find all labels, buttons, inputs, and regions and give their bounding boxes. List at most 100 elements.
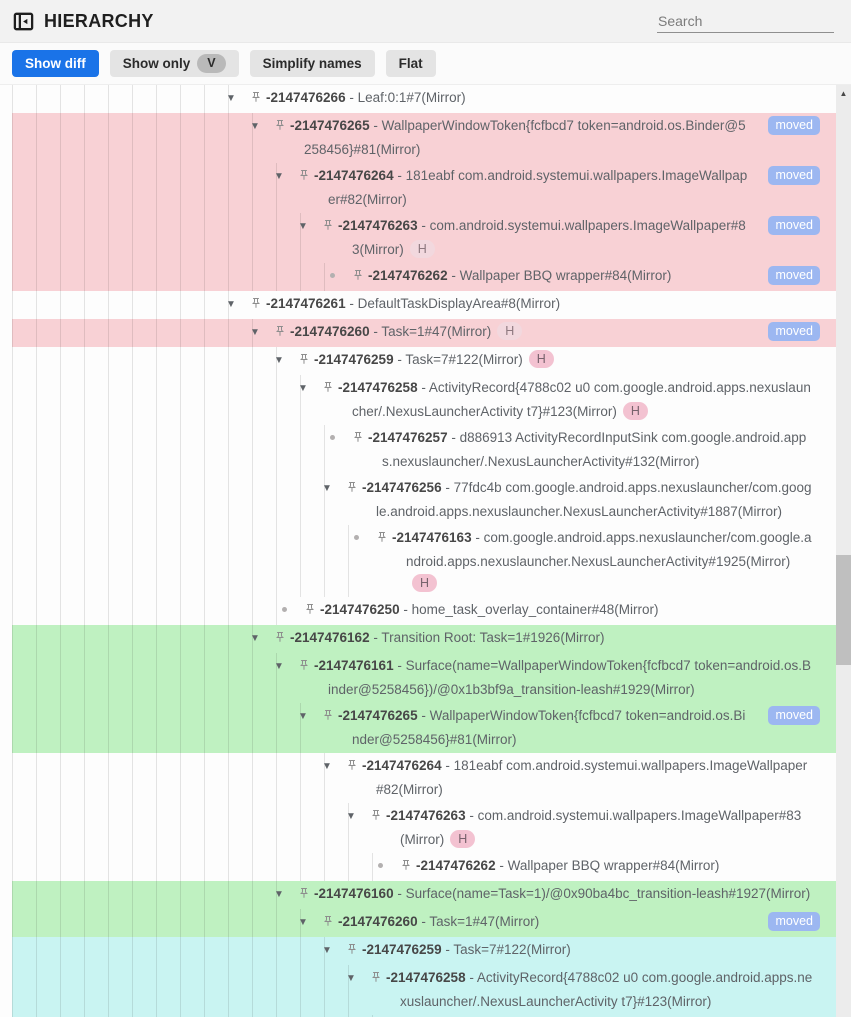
tree-node[interactable]: ▼ -2147476264 - 181eabf com.android.syste… bbox=[12, 753, 836, 803]
tree-node[interactable]: -2147476262 - Wallpaper BBQ wrapper#84(M… bbox=[12, 263, 836, 291]
pin-icon[interactable] bbox=[298, 657, 314, 679]
node-id: -2147476263 bbox=[338, 218, 418, 233]
search-input[interactable] bbox=[657, 9, 834, 33]
moved-badge: moved bbox=[768, 266, 820, 285]
pin-icon[interactable] bbox=[298, 351, 314, 373]
pin-icon[interactable] bbox=[376, 529, 392, 551]
tree-node[interactable]: ▼ -2147476263 - com.android.systemui.wall… bbox=[12, 803, 836, 853]
expand-arrow-icon[interactable]: ▼ bbox=[322, 483, 332, 494]
expand-arrow-icon[interactable]: ▼ bbox=[226, 93, 236, 104]
node-description: - Leaf:0:1#7(Mirror) bbox=[345, 90, 466, 105]
pin-icon[interactable] bbox=[346, 941, 362, 963]
node-content: -2147476262 - Wallpaper BBQ wrapper#84(M… bbox=[12, 265, 836, 289]
expand-arrow-icon[interactable]: ▼ bbox=[274, 661, 284, 672]
node-description: - Task=7#122(Mirror) bbox=[441, 942, 571, 957]
node-id: -2147476250 bbox=[320, 602, 400, 617]
tree-node[interactable]: ▼ -2147476161 - Surface(name=WallpaperWin… bbox=[12, 653, 836, 703]
pin-icon[interactable] bbox=[274, 629, 290, 651]
hierarchy-tree-area: ▼ -2147476266 - Leaf:0:1#7(Mirror) ▼ -21474… bbox=[0, 85, 851, 1017]
pin-icon[interactable] bbox=[322, 707, 338, 729]
tree-node[interactable]: ▼ -2147476259 - Task=7#122(Mirror) H bbox=[12, 347, 836, 375]
expand-arrow-icon[interactable]: ▼ bbox=[274, 889, 284, 900]
expand-arrow-icon[interactable]: ▼ bbox=[274, 355, 284, 366]
pin-icon[interactable] bbox=[250, 89, 266, 111]
expand-arrow-icon[interactable]: ▼ bbox=[298, 383, 308, 394]
scrollbar-thumb[interactable] bbox=[836, 555, 851, 665]
show-only-button[interactable]: Show only V bbox=[109, 50, 239, 77]
expand-arrow-icon[interactable]: ▼ bbox=[298, 221, 308, 232]
expand-arrow-icon[interactable]: ▼ bbox=[322, 945, 332, 956]
tree-node[interactable]: ▼ -2147476265 - WallpaperWindowToken{fcfb… bbox=[12, 703, 836, 753]
node-id: -2147476262 bbox=[416, 858, 496, 873]
tree-node[interactable]: -2147476250 - home_task_overlay_containe… bbox=[12, 597, 836, 625]
moved-badge: moved bbox=[768, 166, 820, 185]
tree-node[interactable]: ▼ -2147476263 - com.android.systemui.wall… bbox=[12, 213, 836, 263]
moved-badge: moved bbox=[768, 116, 820, 135]
vertical-scrollbar[interactable]: ▲ bbox=[836, 85, 851, 1017]
tree-node[interactable]: ▼ -2147476258 - ActivityRecord{4788c02 u0… bbox=[12, 965, 836, 1015]
scroll-up-button[interactable]: ▲ bbox=[839, 88, 848, 98]
tree-node[interactable]: ▼ -2147476256 - 77fdc4b com.google.androi… bbox=[12, 475, 836, 525]
node-id: -2147476162 bbox=[290, 630, 370, 645]
collapse-panel-icon[interactable] bbox=[12, 10, 35, 33]
expand-arrow-icon[interactable]: ▼ bbox=[250, 327, 260, 338]
tree-node[interactable]: ▼ -2147476258 - ActivityRecord{4788c02 u0… bbox=[12, 375, 836, 425]
expand-arrow-icon[interactable]: ▼ bbox=[298, 917, 308, 928]
pin-icon[interactable] bbox=[274, 117, 290, 139]
simplify-names-button[interactable]: Simplify names bbox=[249, 50, 375, 77]
tree-node[interactable]: ▼ -2147476266 - Leaf:0:1#7(Mirror) bbox=[12, 85, 836, 113]
expand-arrow-icon[interactable]: ▼ bbox=[346, 973, 356, 984]
pin-icon[interactable] bbox=[298, 167, 314, 189]
pin-icon[interactable] bbox=[250, 295, 266, 317]
tree-node[interactable]: ▼ -2147476259 - Task=7#122(Mirror) bbox=[12, 937, 836, 965]
expand-arrow-icon[interactable]: ▼ bbox=[226, 299, 236, 310]
pin-icon[interactable] bbox=[322, 913, 338, 935]
tree-node[interactable]: -2147476163 - com.google.android.apps.ne… bbox=[12, 525, 836, 597]
node-id: -2147476258 bbox=[338, 380, 418, 395]
node-description: - 181eabf com.android.systemui.wallpaper… bbox=[376, 758, 808, 797]
pin-icon[interactable] bbox=[370, 969, 386, 991]
node-content: -2147476260 - Task=1#47(Mirror) H bbox=[12, 321, 836, 345]
node-id: -2147476265 bbox=[290, 118, 370, 133]
flat-button[interactable]: Flat bbox=[385, 50, 436, 77]
pin-icon[interactable] bbox=[298, 885, 314, 907]
pin-icon[interactable] bbox=[346, 757, 362, 779]
pin-icon[interactable] bbox=[352, 429, 368, 451]
show-diff-button[interactable]: Show diff bbox=[12, 50, 99, 77]
pin-icon[interactable] bbox=[352, 267, 368, 289]
pin-icon[interactable] bbox=[322, 379, 338, 401]
tree-node[interactable]: ▼ -2147476160 - Surface(name=Task=1)/@0x9… bbox=[12, 881, 836, 909]
node-description: - WallpaperWindowToken{fcfbcd7 token=and… bbox=[304, 118, 746, 157]
tree-node[interactable]: ▼ -2147476261 - DefaultTaskDisplayArea#8(… bbox=[12, 291, 836, 319]
tree-node[interactable]: -2147476257 - d886913 ActivityRecordInpu… bbox=[12, 425, 836, 475]
expand-arrow-icon[interactable]: ▼ bbox=[250, 121, 260, 132]
tree: ▼ -2147476266 - Leaf:0:1#7(Mirror) ▼ -21474… bbox=[12, 85, 836, 1017]
expand-arrow-icon[interactable]: ▼ bbox=[274, 171, 284, 182]
tree-node[interactable]: ▼ -2147476264 - 181eabf com.android.syste… bbox=[12, 163, 836, 213]
show-diff-label: Show diff bbox=[25, 56, 86, 71]
node-description: - Surface(name=WallpaperWindowToken{fcfb… bbox=[328, 658, 812, 697]
tree-node[interactable]: ▼ -2147476260 - Task=1#47(Mirror) moved bbox=[12, 909, 836, 937]
tree-node[interactable]: ▼ -2147476265 - WallpaperWindowToken{fcfb… bbox=[12, 113, 836, 163]
pin-icon[interactable] bbox=[346, 479, 362, 501]
node-description: - com.android.systemui.wallpapers.ImageW… bbox=[352, 218, 746, 257]
expand-arrow-icon[interactable]: ▼ bbox=[298, 711, 308, 722]
pin-icon[interactable] bbox=[304, 601, 320, 623]
pin-icon[interactable] bbox=[370, 807, 386, 829]
tree-node[interactable]: -2147476257 - d886913 ActivityRecordInpu… bbox=[12, 1015, 836, 1017]
node-description: - d886913 ActivityRecordInputSink com.go… bbox=[382, 430, 807, 469]
expand-arrow-icon[interactable]: ▼ bbox=[346, 811, 356, 822]
expand-arrow-icon[interactable]: ▼ bbox=[250, 633, 260, 644]
pin-icon[interactable] bbox=[400, 857, 416, 879]
show-only-label: Show only bbox=[122, 56, 191, 71]
toolbar: Show diff Show only V Simplify names Fla… bbox=[0, 43, 851, 85]
pin-icon[interactable] bbox=[274, 323, 290, 345]
pin-icon[interactable] bbox=[322, 217, 338, 239]
node-content: -2147476162 - Transition Root: Task=1#19… bbox=[12, 627, 836, 651]
expand-arrow-icon[interactable]: ▼ bbox=[322, 761, 332, 772]
node-id: -2147476257 bbox=[368, 430, 448, 445]
tree-node[interactable]: -2147476262 - Wallpaper BBQ wrapper#84(M… bbox=[12, 853, 836, 881]
tree-node[interactable]: ▼ -2147476162 - Transition Root: Task=1#1… bbox=[12, 625, 836, 653]
node-content: -2147476264 - 181eabf com.android.system… bbox=[12, 165, 836, 211]
